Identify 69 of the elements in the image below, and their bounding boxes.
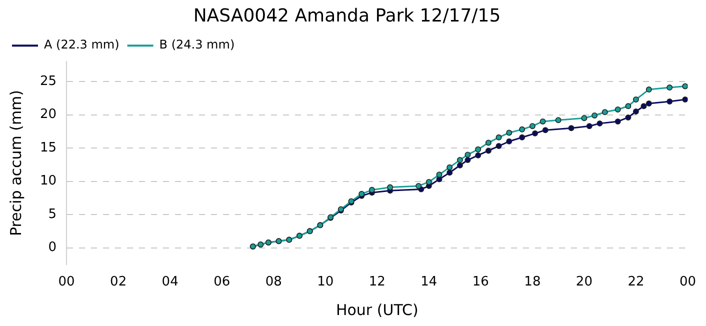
point — [519, 126, 526, 132]
point — [456, 157, 463, 164]
point — [540, 118, 546, 124]
point — [596, 120, 603, 126]
point — [581, 115, 588, 122]
point — [475, 146, 482, 152]
point — [426, 178, 432, 185]
point — [446, 170, 453, 176]
point — [464, 152, 471, 158]
point — [666, 84, 673, 91]
point — [532, 130, 538, 136]
point — [485, 140, 492, 146]
y-tick-label: 15 — [40, 140, 57, 156]
point — [625, 103, 632, 110]
point — [640, 103, 647, 110]
point — [586, 123, 592, 130]
point — [446, 164, 453, 170]
point — [632, 108, 639, 114]
point — [682, 83, 688, 90]
point — [646, 100, 652, 106]
point — [506, 138, 512, 144]
point — [436, 172, 442, 178]
point — [555, 117, 562, 124]
x-tick-label: 10 — [317, 274, 334, 290]
point — [368, 186, 375, 193]
point — [496, 134, 502, 140]
point — [456, 162, 463, 168]
x-tick-label: 00 — [58, 274, 75, 290]
point — [519, 134, 526, 140]
point — [592, 112, 598, 118]
x-tick-label: 14 — [420, 274, 438, 290]
chart-title: NASA0042 Amanda Park 12/17/15 — [193, 5, 501, 26]
point — [646, 86, 652, 93]
x-tick-label: 04 — [162, 274, 178, 290]
y-tick-label: 10 — [40, 174, 57, 189]
point — [568, 125, 574, 132]
y-axis-title: Precip accum (mm) — [6, 90, 25, 236]
x-tick-label: 06 — [214, 274, 230, 290]
point — [506, 130, 512, 136]
y-tick-label: 20 — [40, 107, 57, 122]
x-tick-label: 20 — [576, 274, 592, 290]
x-tick-label: 22 — [628, 274, 644, 290]
point — [475, 152, 482, 158]
legend-label: B (24.3 mm) — [159, 38, 235, 52]
y-tick-label: 0 — [48, 240, 57, 256]
point — [614, 118, 621, 124]
x-tick-label: 02 — [110, 274, 127, 290]
x-tick-label: 18 — [524, 274, 541, 290]
point — [602, 109, 608, 116]
y-tick-label: 25 — [40, 74, 57, 89]
point — [614, 106, 621, 112]
point — [682, 96, 688, 102]
point — [464, 157, 471, 164]
x-tick-label: 00 — [679, 274, 696, 290]
point — [542, 127, 548, 134]
point — [529, 123, 536, 130]
x-tick-label: 08 — [265, 274, 282, 290]
point — [496, 143, 502, 150]
y-tick-label: 5 — [48, 206, 57, 222]
legend-label: A (22.3 mm) — [44, 38, 120, 52]
point — [416, 182, 422, 189]
point — [485, 148, 492, 154]
point — [666, 98, 673, 104]
x-tick-label: 12 — [368, 274, 386, 290]
point — [625, 114, 632, 120]
x-axis-title: Hour (UTC) — [336, 300, 418, 319]
point — [632, 96, 639, 102]
x-tick-label: 16 — [472, 274, 489, 290]
point — [387, 184, 394, 190]
